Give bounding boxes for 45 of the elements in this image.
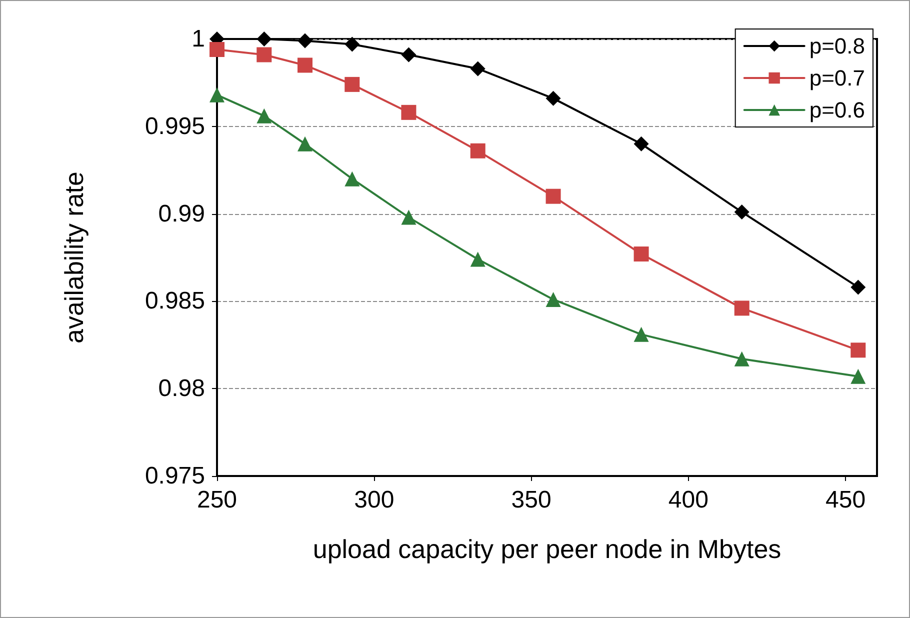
point [298,58,312,73]
point [850,342,866,358]
point [850,368,866,384]
x-axis-title: upload capacity per peer node in Mbytes [312,534,782,564]
x-tick-label: 350 [511,486,552,514]
point [210,42,224,57]
point [344,36,360,52]
y-tick-label: 0.995 [144,112,205,140]
point [298,33,312,48]
point [734,300,750,316]
point [470,61,486,76]
point [734,351,750,366]
y-tick-label: 0.985 [144,288,205,315]
x-tick-label: 400 [668,486,708,514]
point [546,188,561,204]
point [470,143,486,158]
point [344,171,360,186]
point [401,104,416,120]
point [546,292,561,307]
point [298,136,312,152]
x-tick-label: 250 [196,486,238,514]
point [344,76,360,92]
legend-label: p=0.6 [809,98,866,122]
point [634,326,649,342]
y-tick-label: 1 [192,26,205,52]
point [401,47,416,62]
x-tick-label: 300 [354,486,394,514]
point [470,252,486,267]
point [634,136,649,152]
point [634,246,649,262]
y-axis-title: availability rate [59,172,89,344]
y-tick-label: 0.975 [144,462,205,490]
point [256,32,272,46]
point [850,280,866,295]
legend-label: p=0.8 [809,34,866,58]
point [546,90,561,106]
x-tick-label: 450 [826,486,866,514]
point [256,108,272,124]
y-tick-label: 0.98 [158,375,205,402]
point [256,47,272,62]
point [401,210,416,225]
point [210,87,224,102]
y-tick-label: 0.99 [158,200,205,228]
point [734,204,750,220]
legend-label: p=0.7 [809,66,866,90]
